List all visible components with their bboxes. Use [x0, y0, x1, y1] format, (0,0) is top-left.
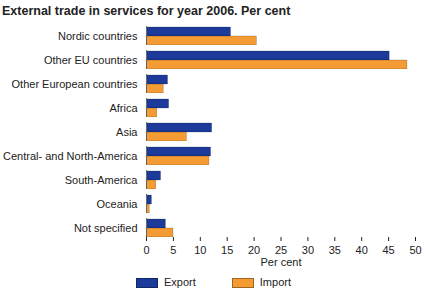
svg-text:35: 35	[329, 244, 341, 256]
svg-text:25: 25	[275, 244, 287, 256]
html-text:External trade in services for: External trade in services for year 2006…	[2, 4, 291, 18]
html-text:Import: Import	[259, 276, 291, 288]
svg-text:Per cent: Per cent	[261, 256, 302, 268]
svg-text:20: 20	[248, 244, 260, 256]
svg-text:Nordic countries: Nordic countries	[58, 30, 138, 42]
svg-text:Oceania: Oceania	[97, 198, 139, 210]
svg-text:0: 0	[143, 244, 149, 256]
svg-text:45: 45	[382, 244, 394, 256]
svg-text:15: 15	[221, 244, 233, 256]
svg-text:10: 10	[194, 244, 206, 256]
svg-text:5: 5	[170, 244, 176, 256]
svg-text:40: 40	[356, 244, 368, 256]
svg-text:Other EU countries: Other EU countries	[44, 54, 138, 66]
svg-text:South-America: South-America	[65, 174, 139, 186]
svg-text:Central- and North-America: Central- and North-America	[3, 150, 138, 162]
svg-text:Other European countries: Other European countries	[12, 78, 138, 90]
svg-text:Not specified: Not specified	[74, 222, 138, 234]
html-text:Export: Export	[164, 276, 196, 288]
svg-text:50: 50	[409, 244, 421, 256]
svg-text:Asia: Asia	[116, 126, 138, 138]
svg-text:30: 30	[302, 244, 314, 256]
svg-text:Africa: Africa	[109, 102, 138, 114]
